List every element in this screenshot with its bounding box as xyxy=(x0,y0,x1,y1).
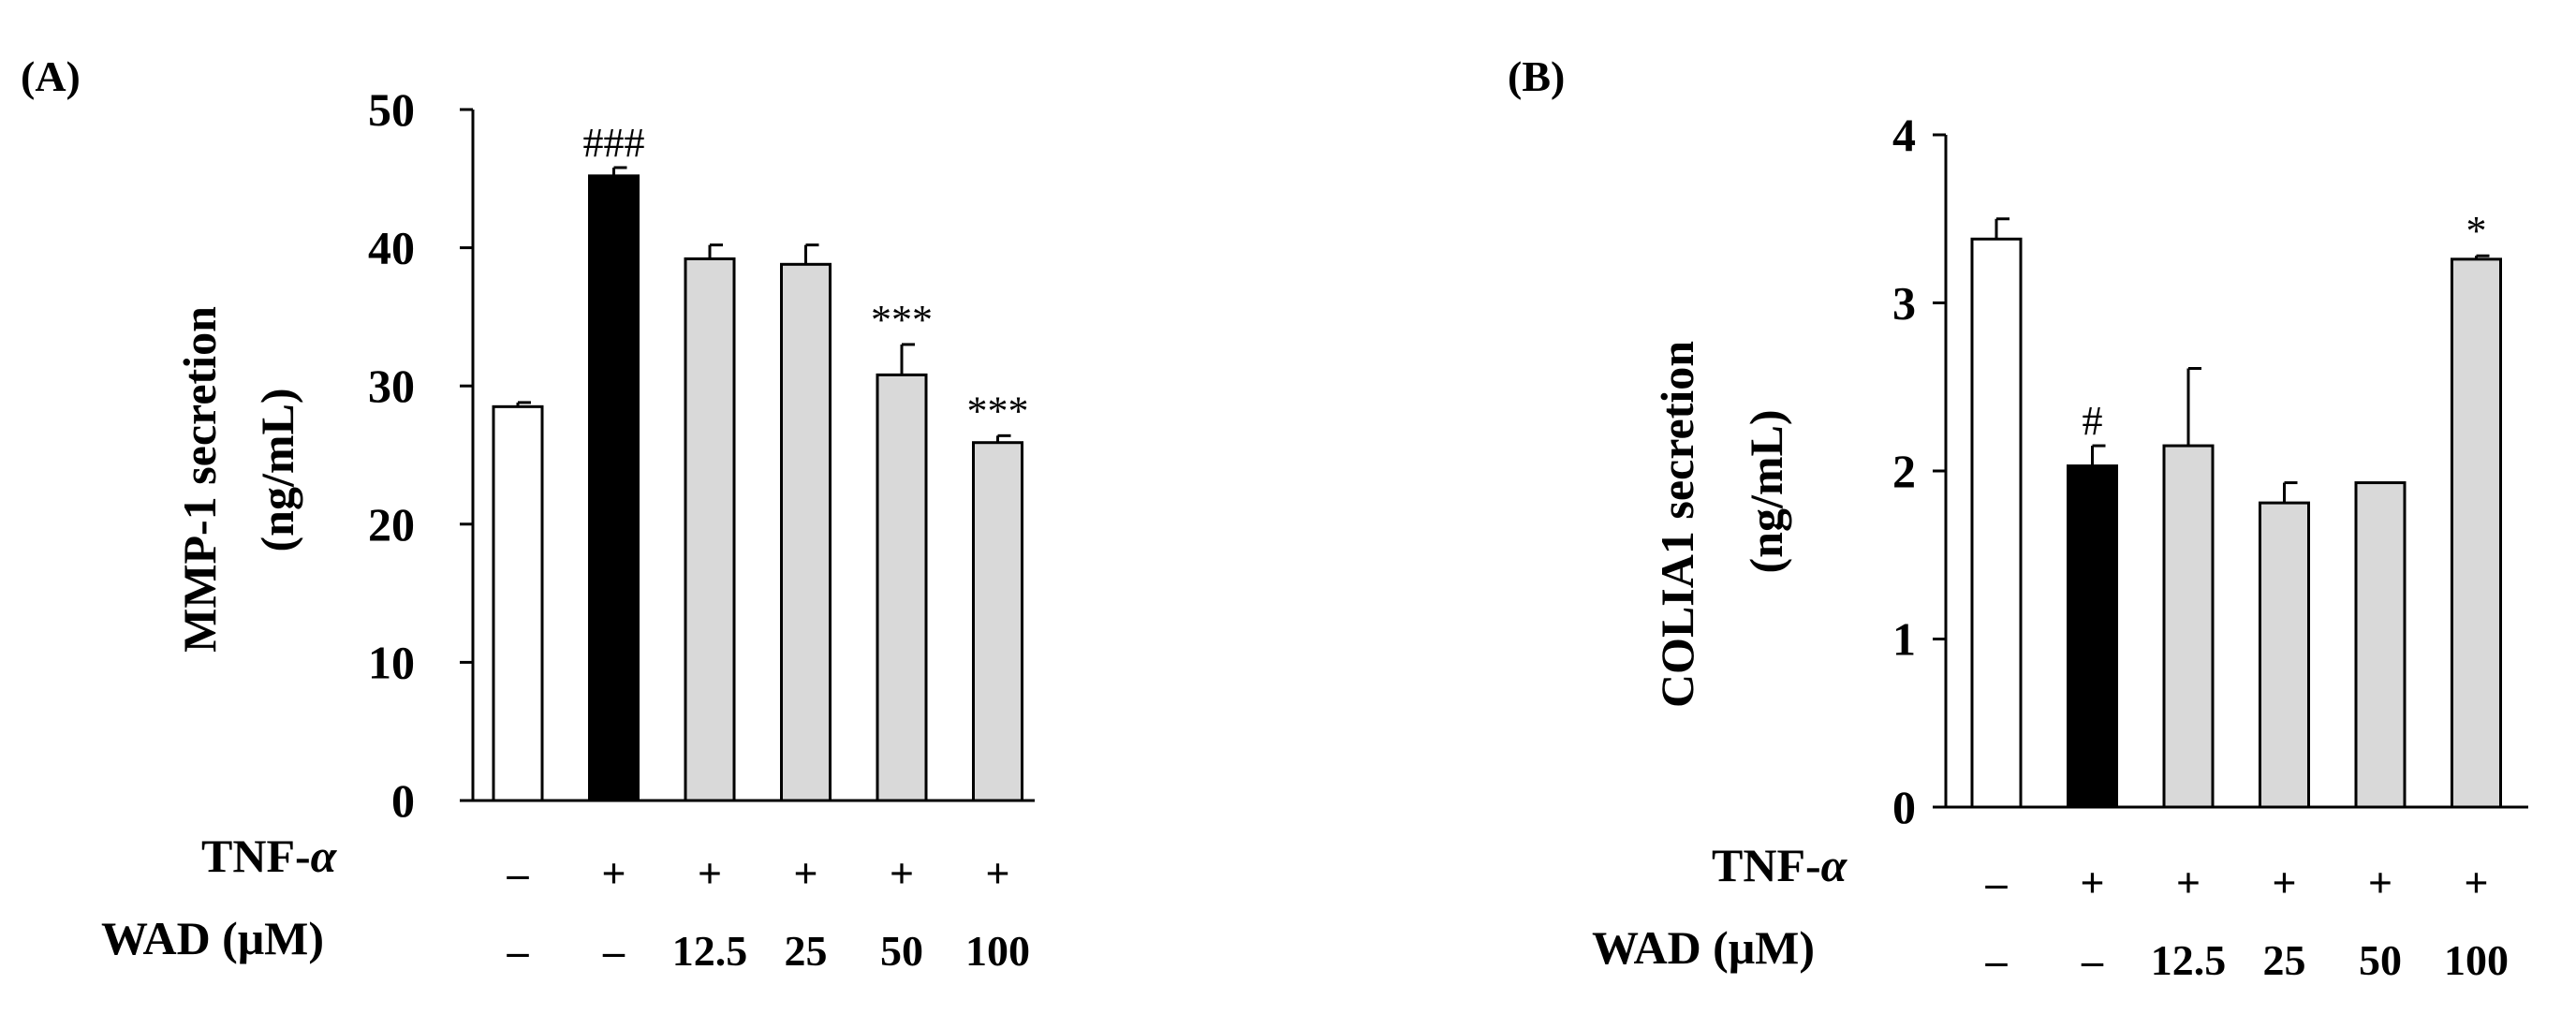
panel-a-bar-3 xyxy=(780,262,832,802)
panel-a-bar-2 xyxy=(684,257,736,802)
panel-a-annotation-1: ### xyxy=(583,120,645,166)
panel-b-tnf-0: – xyxy=(1985,859,2009,906)
panel-a-bar-4 xyxy=(876,373,928,802)
panel-b-bars: #* xyxy=(1970,208,2502,809)
panel-b-tnf-label: TNF-α xyxy=(1712,839,1848,891)
panel-b-ylabel-line1: COLIA1 secretion xyxy=(1651,341,1703,708)
panel-a-ytick-label-1: 10 xyxy=(368,636,415,688)
panel-a-wad-label: WAD (μM) xyxy=(101,912,324,964)
panel-a-tnf-5: + xyxy=(985,849,1009,897)
panel-b-tnf-3: + xyxy=(2272,859,2296,906)
panel-b-label: (B) xyxy=(1508,52,1565,100)
panel-a-ytick-label-0: 0 xyxy=(391,774,415,827)
panel-a-tnf-4: + xyxy=(890,849,914,897)
panel-a-conditions: – + + + + +– –12.5 25 50 100 xyxy=(507,849,1031,975)
panel-a-ytick-label-2: 20 xyxy=(368,498,415,551)
panel-b-tnf-2: + xyxy=(2176,859,2201,906)
panel-a-ytick-label-4: 40 xyxy=(368,222,415,274)
panel-b-ylabel-line2: (ng/mL) xyxy=(1740,410,1792,574)
panel-b-ytick-label-4: 4 xyxy=(1892,109,1916,161)
panel-b-yticks: 0 1 2 3 4 xyxy=(1892,109,1946,833)
panel-b-annotation-5: * xyxy=(2466,208,2487,254)
panel-b-wad-4: 50 xyxy=(2359,936,2402,984)
panel-a: (A) MMP-1 secretion (ng/mL) 01020304050 … xyxy=(21,52,1035,975)
panel-b-bar-1 xyxy=(2067,464,2118,809)
panel-b-conditions: – + + + + +– –12.5 25 50 100 xyxy=(1985,859,2510,984)
panel-a-wad-0: – xyxy=(507,927,530,975)
panel-a-tnf-0: – xyxy=(507,849,530,897)
panel-a-bar-5 xyxy=(972,441,1023,802)
panel-a-wad-1: – xyxy=(602,927,626,975)
panel-b-bar-2 xyxy=(2162,444,2215,809)
panel-a-tnf-2: + xyxy=(698,849,722,897)
panel-a-yticks: 0 10 20 30 40 50 xyxy=(368,83,473,827)
panel-a-tnf-label: TNF-α xyxy=(201,830,338,882)
panel-b-wad-1: – xyxy=(2081,936,2104,984)
panel-b-wad-3: 25 xyxy=(2263,936,2306,984)
panel-a-ytick-label-3: 30 xyxy=(368,360,415,412)
panel-b-bar-5 xyxy=(2451,257,2502,809)
panel-b-bar-4 xyxy=(2354,481,2407,809)
panel-b-wad-label: WAD (μM) xyxy=(1592,921,1815,974)
panel-b-ytick-label-0: 0 xyxy=(1892,781,1916,833)
panel-a-label: (A) xyxy=(21,52,81,100)
panel-b-bar-3 xyxy=(2259,501,2310,809)
panel-a-ylabel-line2: (ng/mL) xyxy=(251,389,303,552)
panel-b-wad-2: 12.5 xyxy=(2151,936,2227,984)
panel-b-ytick-label-2: 2 xyxy=(1892,445,1916,497)
panel-b-ytick-label-1: 1 xyxy=(1892,613,1916,666)
panel-a-annotation-4: *** xyxy=(871,297,933,343)
panel-a-ytick-label-5: 50 xyxy=(368,83,415,136)
panel-a-wad-2: 12.5 xyxy=(672,927,748,975)
panel-b-wad-5: 100 xyxy=(2444,936,2509,984)
panel-a-wad-3: 25 xyxy=(785,927,828,975)
panel-b-annotation-1: # xyxy=(2083,398,2103,444)
panel-a-bar-0 xyxy=(492,404,544,802)
panel-a-tnf-3: + xyxy=(793,849,817,897)
panel-b-tnf-1: + xyxy=(2080,859,2104,906)
panel-a-bars: ### *** *** xyxy=(492,120,1029,802)
panel-a-wad-5: 100 xyxy=(965,927,1030,975)
panel-a-tnf-1: + xyxy=(601,849,626,897)
panel-a-ylabel-line1: MMP-1 secretion xyxy=(173,306,226,653)
panel-a-wad-4: 50 xyxy=(880,927,923,975)
panel-b-tnf-5: + xyxy=(2464,859,2488,906)
panel-a-bar-1 xyxy=(588,174,640,802)
panel-a-annotation-5: *** xyxy=(967,388,1029,434)
panel-b-tnf-4: + xyxy=(2368,859,2392,906)
panel-b-bar-0 xyxy=(1970,237,2023,809)
panel-b-wad-0: – xyxy=(1985,936,2009,984)
panel-b-ytick-label-3: 3 xyxy=(1892,277,1916,330)
